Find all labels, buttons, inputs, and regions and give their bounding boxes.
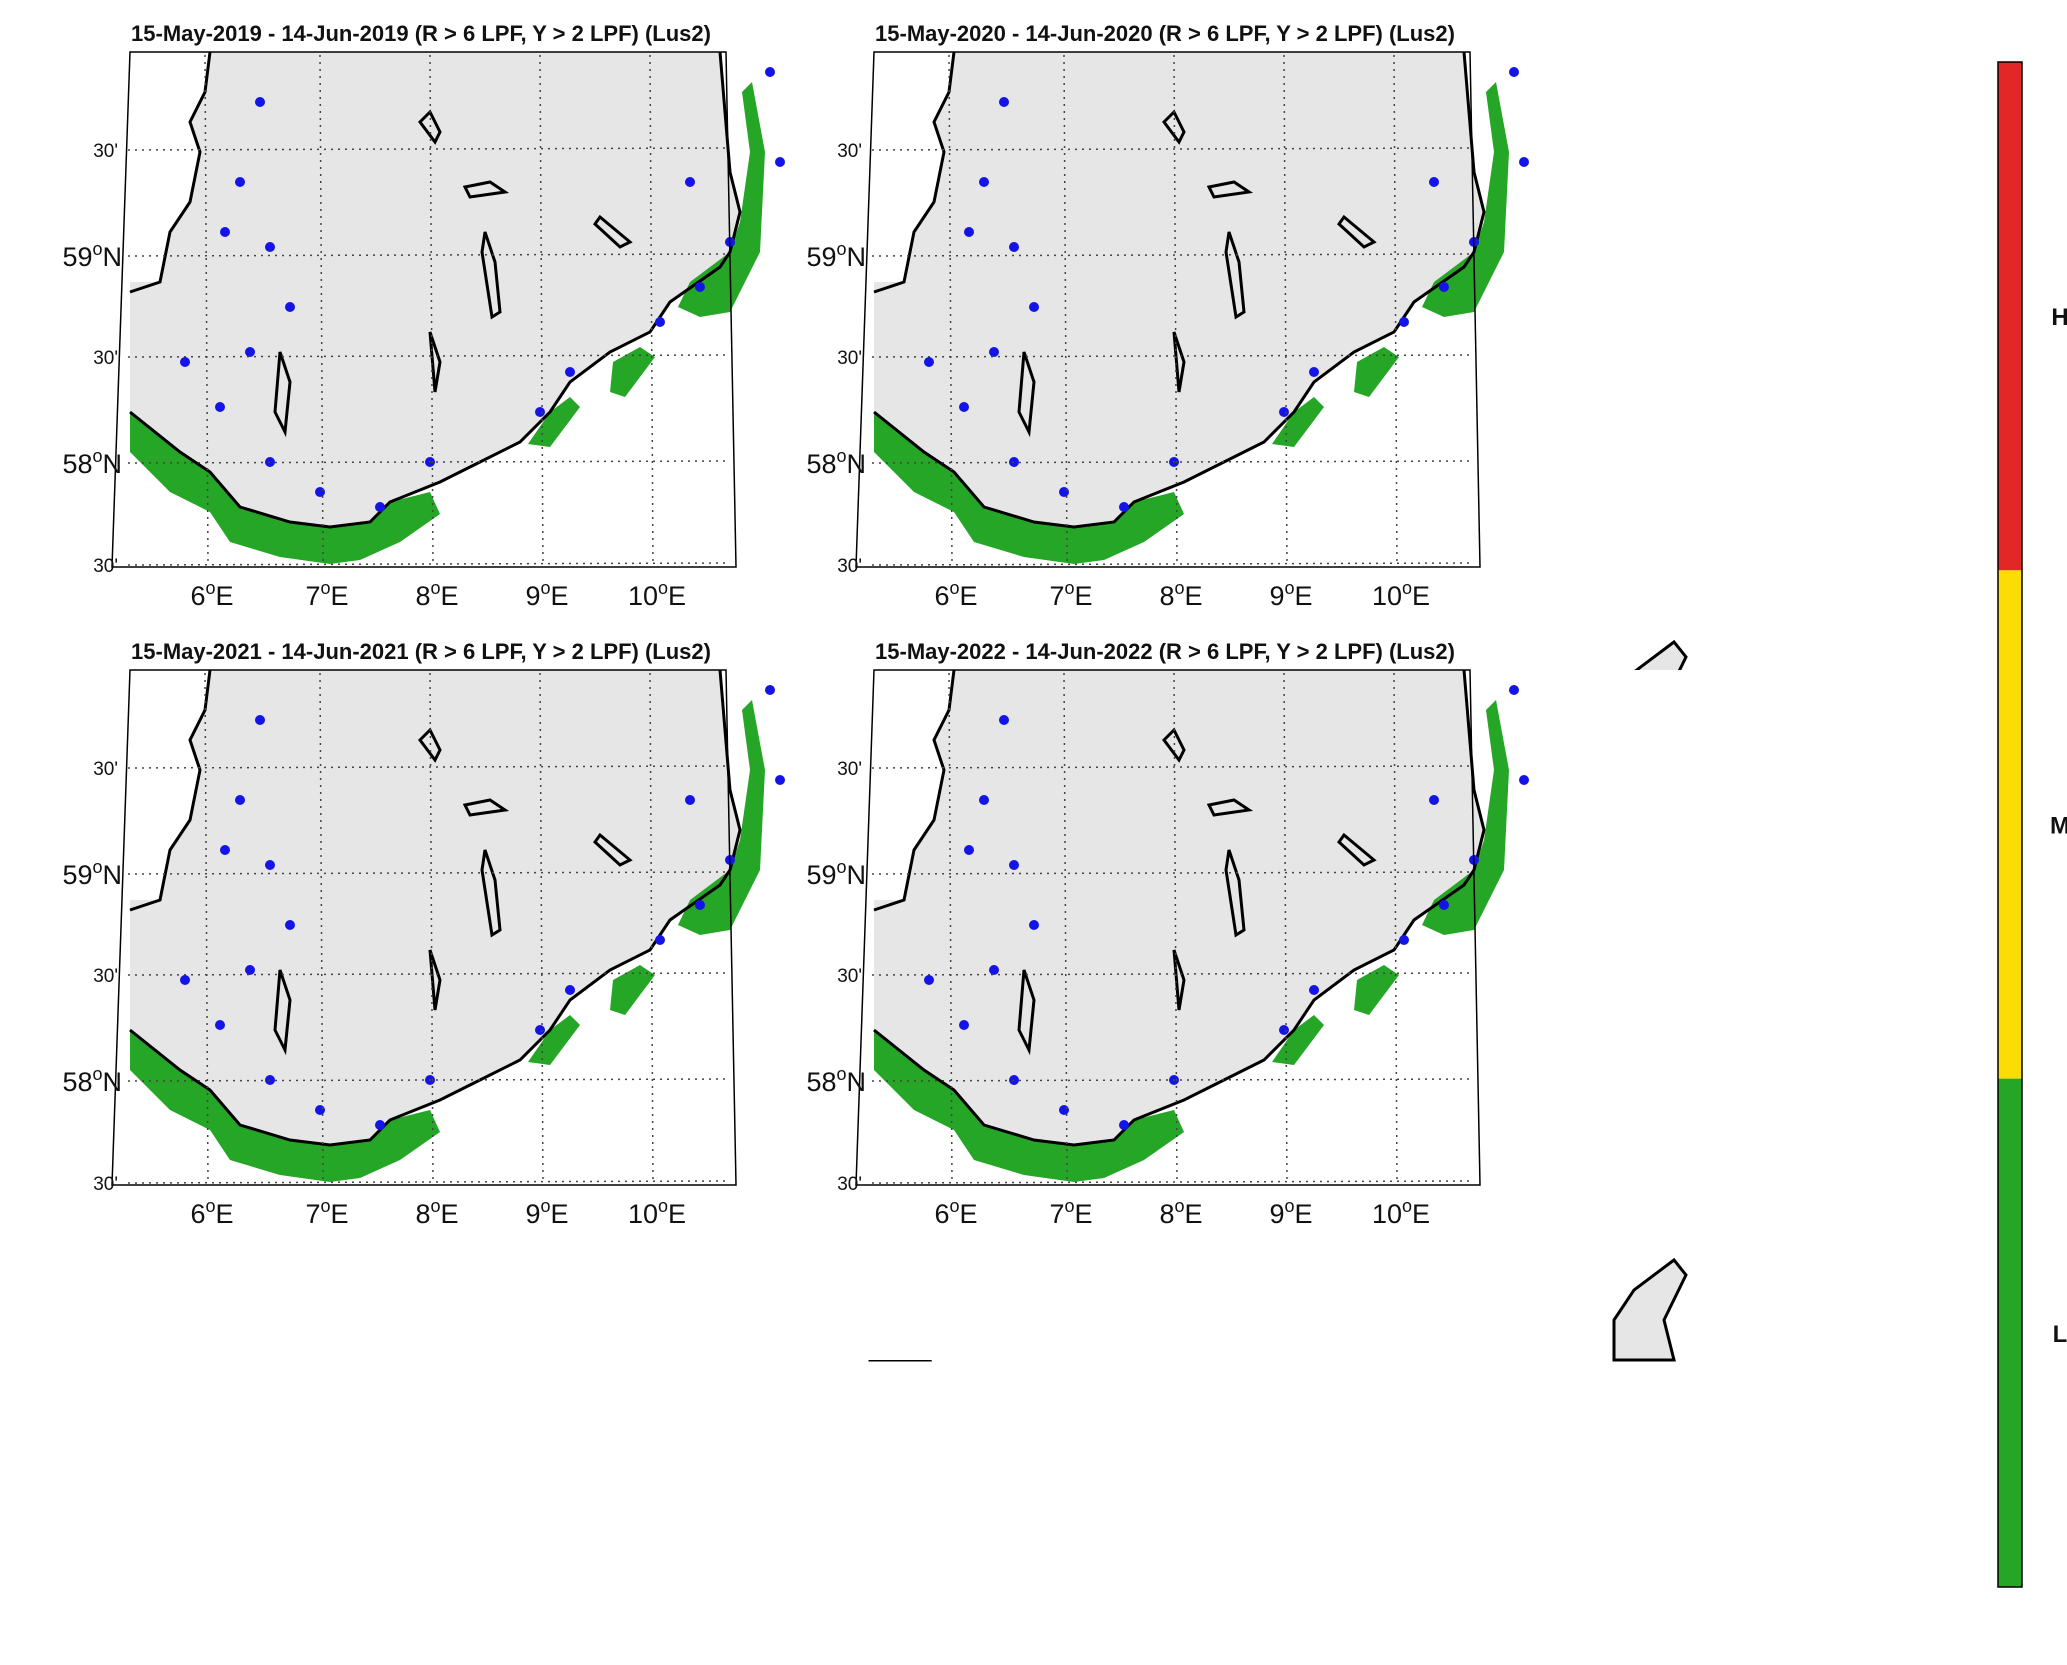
tick-label: 30': [93, 141, 118, 162]
tick-label: 30': [837, 141, 862, 162]
tick-label: 7oE: [1049, 1196, 1092, 1229]
tick-label: 10oE: [628, 578, 686, 611]
tick-label: 30': [93, 348, 118, 369]
tick-label: 30': [837, 348, 862, 369]
tick-label: 6oE: [934, 1196, 977, 1229]
tick-label: 59oN: [806, 857, 866, 890]
tick-label: 7oE: [1049, 578, 1092, 611]
panel-title: 15-May-2020 - 14-Jun-2020 (R > 6 LPF, Y …: [875, 21, 1455, 46]
tick-label: 7oE: [305, 578, 348, 611]
tick-label: 30': [837, 556, 862, 577]
panel-title: 15-May-2021 - 14-Jun-2021 (R > 6 LPF, Y …: [131, 639, 711, 664]
tick-label: 10oE: [628, 1196, 686, 1229]
colorbar-label: H: [2051, 304, 2067, 331]
tick-label: 58oN: [62, 1064, 122, 1097]
tick-label: 30': [93, 556, 118, 577]
colorbar-segment: [1998, 570, 2022, 1079]
colorbar-segment: [1998, 1078, 2022, 1587]
tick-label: 6oE: [934, 578, 977, 611]
tick-label: 9oE: [525, 578, 568, 611]
tick-label: 8oE: [1159, 1196, 1202, 1229]
tick-label: 9oE: [1269, 1196, 1312, 1229]
tick-label: 30': [93, 759, 118, 780]
colorbar-label: L: [2053, 1321, 2067, 1348]
tick-label: 30': [837, 966, 862, 987]
tick-label: 9oE: [525, 1196, 568, 1229]
tick-label: 59oN: [806, 239, 866, 272]
tick-label: 6oE: [190, 1196, 233, 1229]
colorbar-segment: [1998, 62, 2022, 571]
map-panel-2020: 15-May-2020 - 14-Jun-2020 (R > 6 LPF, Y …: [806, 21, 1706, 744]
map-panel-2019: 15-May-2019 - 14-Jun-2019 (R > 6 LPF, Y …: [62, 21, 962, 744]
tick-label: 58oN: [806, 1064, 866, 1097]
tick-label: 8oE: [415, 1196, 458, 1229]
tick-label: 30': [93, 966, 118, 987]
map-panel-2021: 15-May-2021 - 14-Jun-2021 (R > 6 LPF, Y …: [62, 639, 962, 1362]
tick-label: 7oE: [305, 1196, 348, 1229]
tick-label: 8oE: [1159, 578, 1202, 611]
tick-label: 59oN: [62, 239, 122, 272]
colorbar: H M L: [1997, 61, 2067, 1588]
panel-title: 15-May-2022 - 14-Jun-2022 (R > 6 LPF, Y …: [875, 639, 1455, 664]
panel-title: 15-May-2019 - 14-Jun-2019 (R > 6 LPF, Y …: [131, 21, 711, 46]
tick-label: 58oN: [62, 446, 122, 479]
tick-label: 30': [837, 1174, 862, 1195]
tick-label: 10oE: [1372, 578, 1430, 611]
map-panel-2022: 15-May-2022 - 14-Jun-2022 (R > 6 LPF, Y …: [806, 639, 1706, 1362]
tick-label: 10oE: [1372, 1196, 1430, 1229]
tick-label: 59oN: [62, 857, 122, 890]
tick-label: 30': [837, 759, 862, 780]
tick-label: 30': [93, 1174, 118, 1195]
tick-label: 58oN: [806, 446, 866, 479]
tick-label: 6oE: [190, 578, 233, 611]
tick-label: 9oE: [1269, 578, 1312, 611]
tick-label: 8oE: [415, 578, 458, 611]
colorbar-label: M: [2050, 813, 2067, 840]
